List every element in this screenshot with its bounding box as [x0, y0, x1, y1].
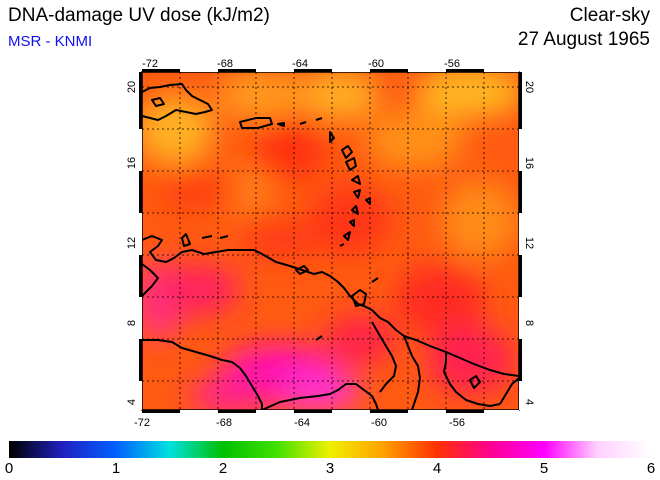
lat-tick-right: 16	[523, 157, 535, 169]
lat-tick-left: 4	[126, 399, 138, 405]
colorbar	[9, 441, 651, 458]
lat-tick-left: 12	[126, 237, 138, 249]
lon-tick-bottom: -72	[134, 417, 150, 429]
coastlines	[142, 83, 519, 410]
scenario-label: Clear-sky	[569, 5, 650, 26]
colorbar-label: 4	[432, 460, 442, 477]
uv-field	[142, 72, 519, 410]
lon-tick-top: -60	[368, 58, 384, 70]
lat-tick-right: 20	[523, 81, 535, 93]
date-label: 27 August 1965	[517, 29, 650, 50]
lon-tick-bottom: -60	[371, 417, 387, 429]
lon-tick-bottom: -68	[216, 417, 232, 429]
colorbar-label: 5	[539, 460, 549, 477]
lat-tick-left: 16	[126, 157, 138, 169]
lat-tick-right: 12	[523, 237, 535, 249]
lat-tick-left: 8	[126, 320, 138, 326]
lat-tick-left: 20	[126, 81, 138, 93]
map-title: DNA-damage UV dose (kJ/m2)	[8, 5, 270, 26]
colorbar-label: 2	[218, 460, 228, 477]
lon-tick-bottom: -56	[449, 417, 465, 429]
lon-tick-top: -68	[217, 58, 233, 70]
colorbar-label: 0	[4, 460, 14, 477]
lon-tick-top: -72	[142, 58, 158, 70]
uv-dose-map: -72 -68 -64 -60 -56 -72 -68 -64 -60 -56 …	[126, 58, 535, 429]
colorbar-label: 6	[646, 460, 656, 477]
map-subtitle: MSR - KNMI	[8, 33, 93, 50]
lat-tick-right: 4	[523, 399, 535, 405]
colorbar-label: 1	[111, 460, 121, 477]
lon-tick-top: -64	[292, 58, 308, 70]
colorbar-label: 3	[325, 460, 335, 477]
frame-border-scale	[139, 69, 522, 413]
lat-tick-right: 8	[523, 320, 535, 326]
lon-tick-top: -56	[444, 58, 460, 70]
lon-tick-bottom: -64	[294, 417, 310, 429]
